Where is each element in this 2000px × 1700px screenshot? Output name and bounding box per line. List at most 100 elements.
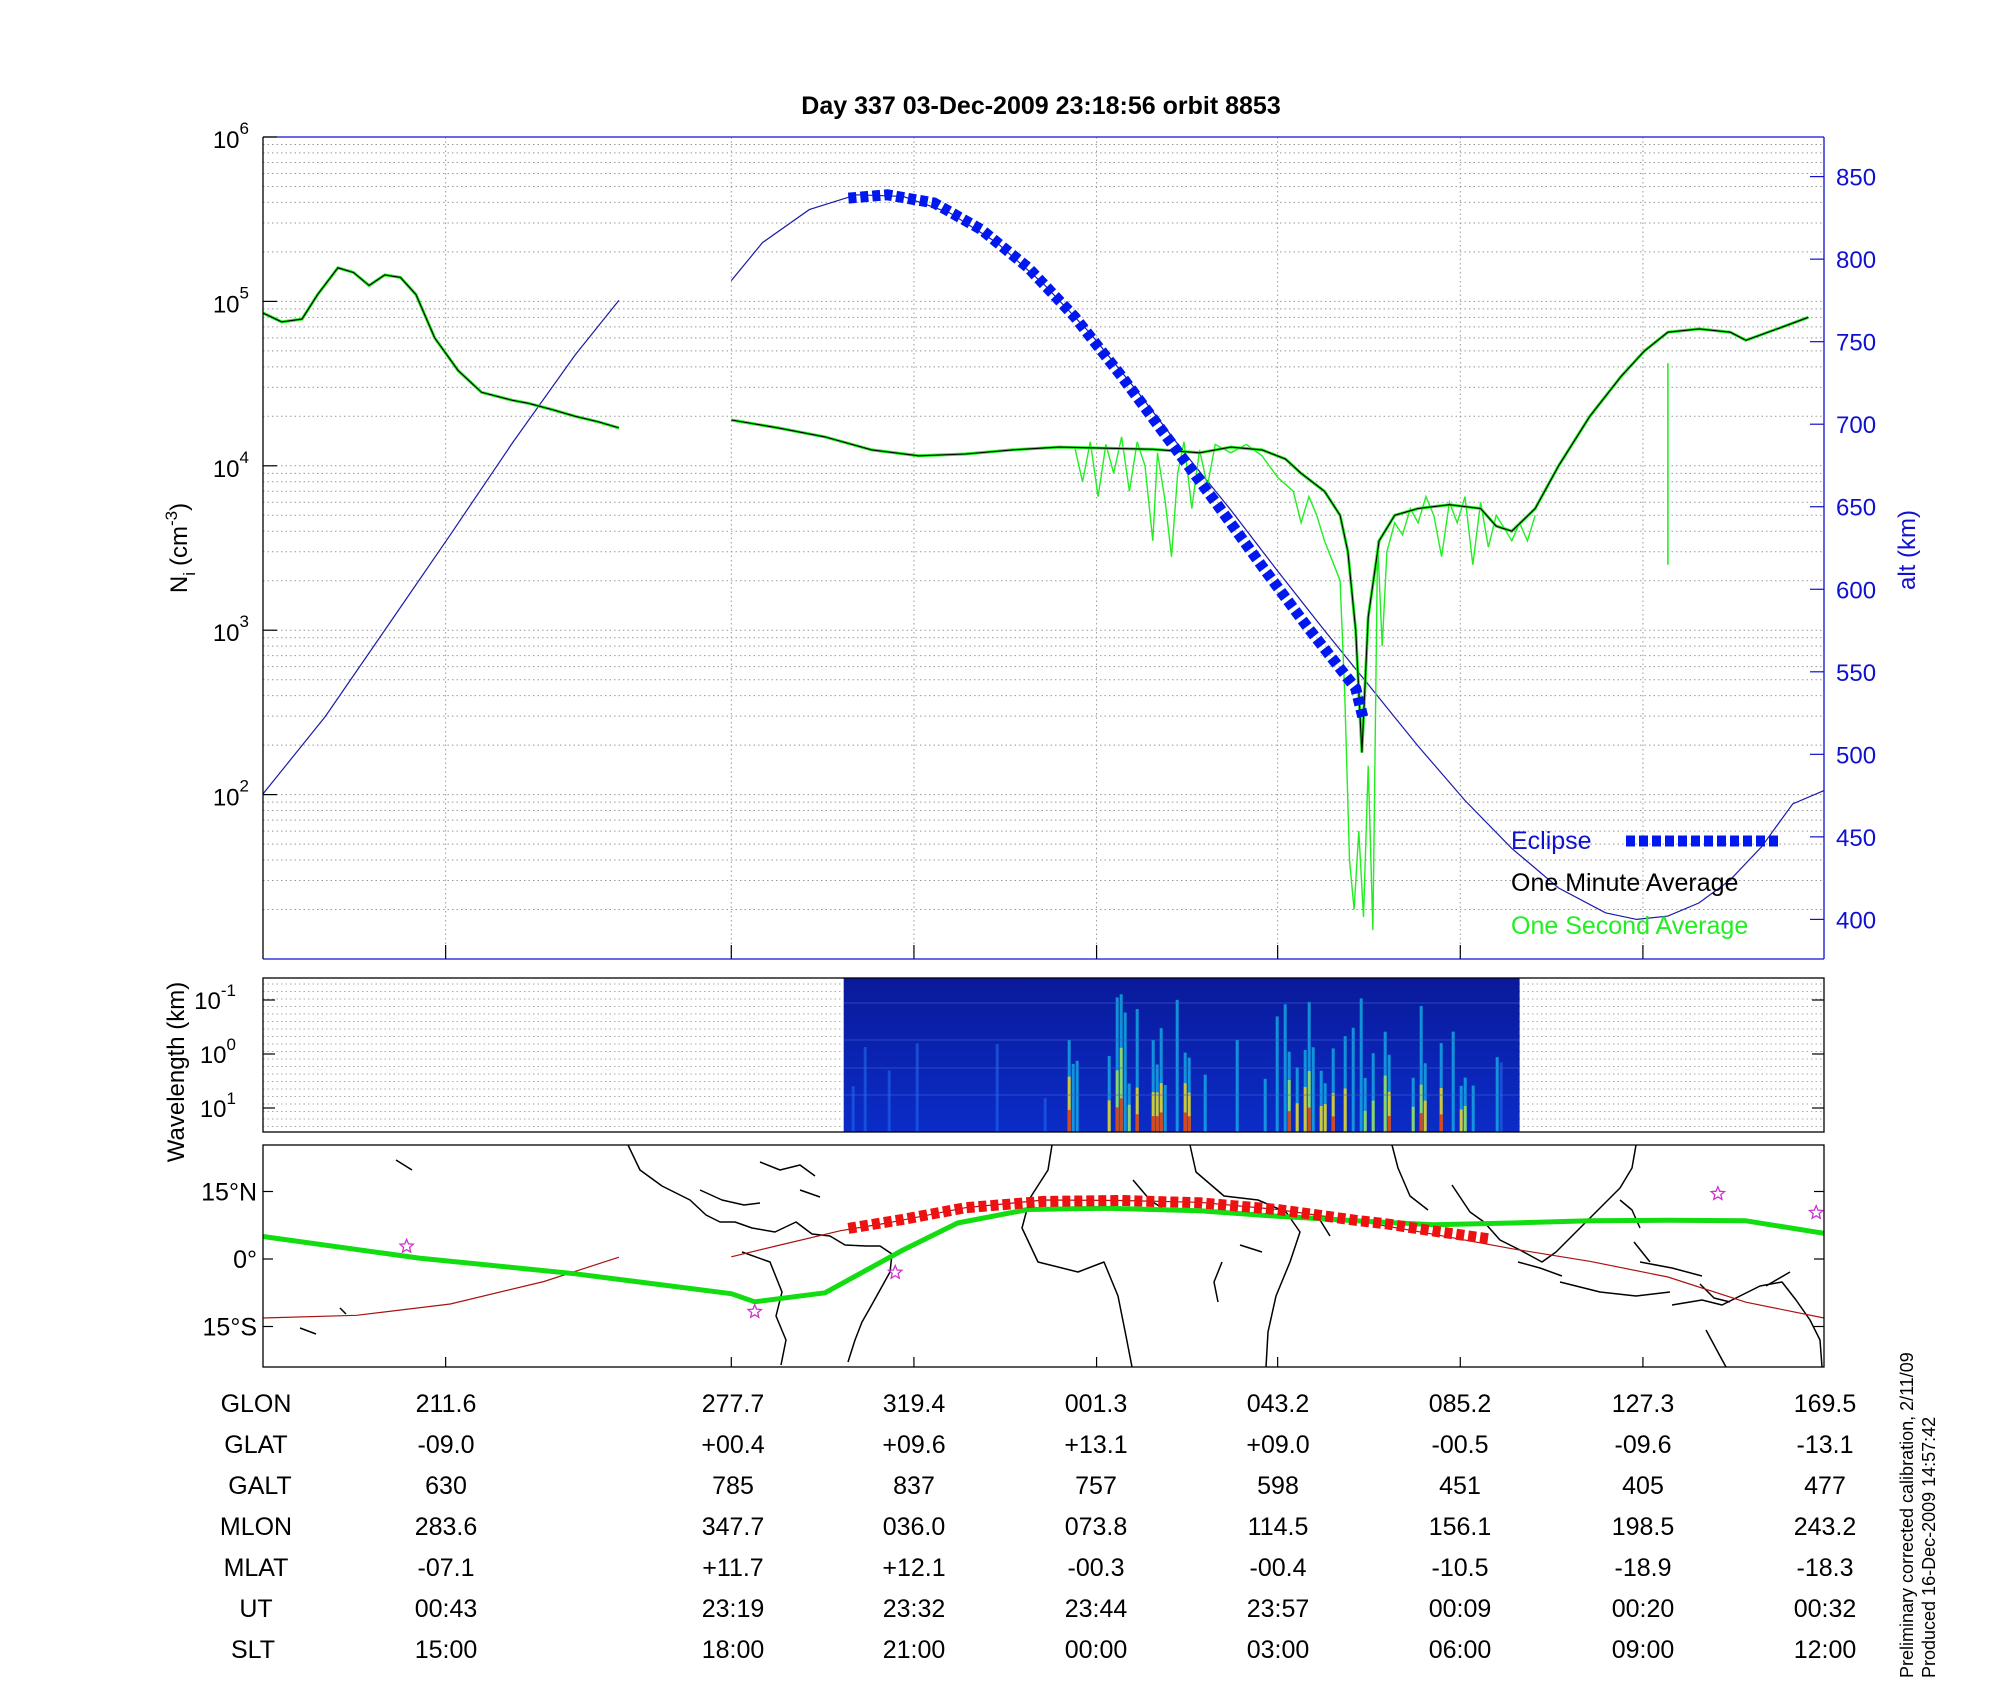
density-y-tick-label: 103 [213, 612, 249, 647]
altitude-y-tick-label: 550 [1836, 660, 1876, 687]
map-y-ticks: 15°N 0° 15°S [201, 1179, 1824, 1342]
map-frame [262, 1144, 1825, 1368]
legend: Eclipse One Minute Average One Second Av… [1511, 827, 1778, 940]
spectrogram-streak [1071, 1063, 1075, 1132]
spectrogram-streak [1151, 1040, 1155, 1132]
star-marker [886, 1263, 904, 1280]
spectrogram-streak-hot [1423, 1100, 1427, 1132]
footnote-line-1: Preliminary corrected calibration, 2/11/… [1897, 1352, 1917, 1678]
spectrogram-streak [1115, 997, 1119, 1132]
table-cell: 598 [1257, 1472, 1299, 1500]
table-cell: +00.4 [701, 1431, 764, 1459]
one-second-average-line [1074, 436, 1536, 931]
wavelength-y-tick-exponent: -1 [221, 981, 236, 1000]
density-y-label-subscript: i [180, 572, 199, 576]
spectrogram-streak-peak [1183, 1112, 1187, 1132]
table-cell: 630 [425, 1472, 467, 1500]
density-y-tick-label: 106 [213, 119, 249, 154]
table-cell: -13.1 [1797, 1431, 1854, 1459]
wavelength-y-label: Wavelength (km) [163, 982, 190, 1163]
coastline [395, 1159, 413, 1171]
table-cell: 127.3 [1612, 1390, 1675, 1418]
table-cell: 156.1 [1429, 1513, 1492, 1541]
table-cell: 18:00 [702, 1636, 765, 1664]
spectrogram-streak-peak [1135, 1114, 1139, 1132]
table-cell: -18.9 [1615, 1554, 1672, 1582]
spectrogram-streak-hot [1459, 1109, 1463, 1132]
table-cell: -07.1 [418, 1554, 475, 1582]
spectrogram-streak [1471, 1085, 1475, 1132]
altitude-y-tick-label: 400 [1836, 907, 1876, 934]
spectrogram-streak [1075, 1060, 1079, 1132]
table-cell: 085.2 [1429, 1390, 1492, 1418]
spectrogram-streak [1463, 1077, 1467, 1132]
spectrogram-streak-peak [1331, 1116, 1335, 1132]
wavelength-y-tick-label: 10-1 [194, 981, 236, 1015]
spectrogram-streak [887, 1070, 891, 1132]
spectrogram-streak-peak [1307, 1107, 1311, 1132]
spectrogram-streak-hot [1287, 1080, 1291, 1132]
altitude-y-tick-label: 500 [1836, 742, 1876, 769]
altitude-y-ticks: 400 450 500 550 600 650 700 750 800 850 [1810, 165, 1876, 934]
table-cell: -18.3 [1797, 1554, 1854, 1582]
star-marker [1709, 1185, 1727, 1201]
spectrogram-streak [1363, 1077, 1367, 1132]
spectrogram-streak [1135, 1009, 1139, 1132]
table-cell: +13.1 [1064, 1431, 1127, 1459]
orbit-table: GLON 211.6 277.7 319.4 001.3 043.2 085.2 127.3 1… [220, 1390, 1856, 1664]
altitude-y-tick-label: 450 [1836, 825, 1876, 852]
density-y-label-units-exponent: -3 [162, 511, 181, 526]
coastline [1189, 1144, 1301, 1368]
spectrogram-streak [1107, 1055, 1111, 1132]
spectrogram-streak [1295, 1067, 1299, 1132]
table-row-label: UT [239, 1595, 272, 1623]
coastline [1559, 1281, 1671, 1297]
wavelength-y-tick-label: 100 [200, 1035, 236, 1069]
spectrogram-streak-hot [1323, 1104, 1327, 1132]
wavelength-frame [262, 977, 1825, 1133]
table-cell: 277.7 [702, 1390, 765, 1418]
coastline [741, 1251, 787, 1366]
coastline [299, 1327, 317, 1335]
density-y-tick-exponent: 6 [240, 119, 249, 138]
spectrogram-streak [1235, 1039, 1239, 1132]
table-cell: 073.8 [1065, 1513, 1128, 1541]
coastline [799, 1189, 821, 1198]
density-series [262, 189, 1825, 931]
table-cell: 211.6 [416, 1390, 477, 1418]
spectrogram-streak [1319, 1070, 1323, 1132]
star-marker [398, 1237, 415, 1254]
table-row-label: GLAT [224, 1431, 287, 1459]
footnote-line-2: Produced 16-Dec-2009 14:57:42 [1919, 1417, 1939, 1678]
density-y-tick-base: 10 [213, 456, 240, 483]
spectrogram-streak [1359, 998, 1363, 1132]
spectrogram-streak-hot [1127, 1104, 1131, 1132]
coastline [699, 1189, 761, 1206]
spectrogram-streak-hot [1187, 1092, 1191, 1132]
density-y-tick-label: 104 [213, 448, 249, 483]
altitude-y-tick-label: 850 [1836, 165, 1876, 192]
spectrogram-streak-hot [1307, 1071, 1311, 1132]
wavelength-y-tick-label: 101 [200, 1089, 236, 1123]
eclipse-line [847, 189, 1369, 722]
table-cell: 757 [1075, 1472, 1117, 1500]
coastline [339, 1307, 347, 1315]
table-cell: 347.7 [702, 1513, 765, 1541]
table-cell: -00.5 [1432, 1431, 1489, 1459]
table-cell: 169.5 [1794, 1390, 1857, 1418]
table-cell: 198.5 [1612, 1513, 1675, 1541]
spectrogram-streak [995, 1044, 999, 1132]
table-cell: -09.6 [1615, 1431, 1672, 1459]
spectrogram-streak [1307, 1001, 1311, 1132]
table-row-label: MLON [220, 1513, 292, 1541]
density-y-tick-exponent: 2 [240, 777, 249, 796]
spectrogram-streak-hot [1155, 1092, 1159, 1132]
spectrogram-streak-peak [1187, 1116, 1191, 1132]
table-cell: 405 [1622, 1472, 1664, 1500]
table-cell: 00:00 [1065, 1636, 1128, 1664]
table-cell: +09.0 [1246, 1431, 1309, 1459]
spectrogram-streak [1263, 1078, 1267, 1132]
density-y-label-units-end: ) [166, 503, 193, 511]
